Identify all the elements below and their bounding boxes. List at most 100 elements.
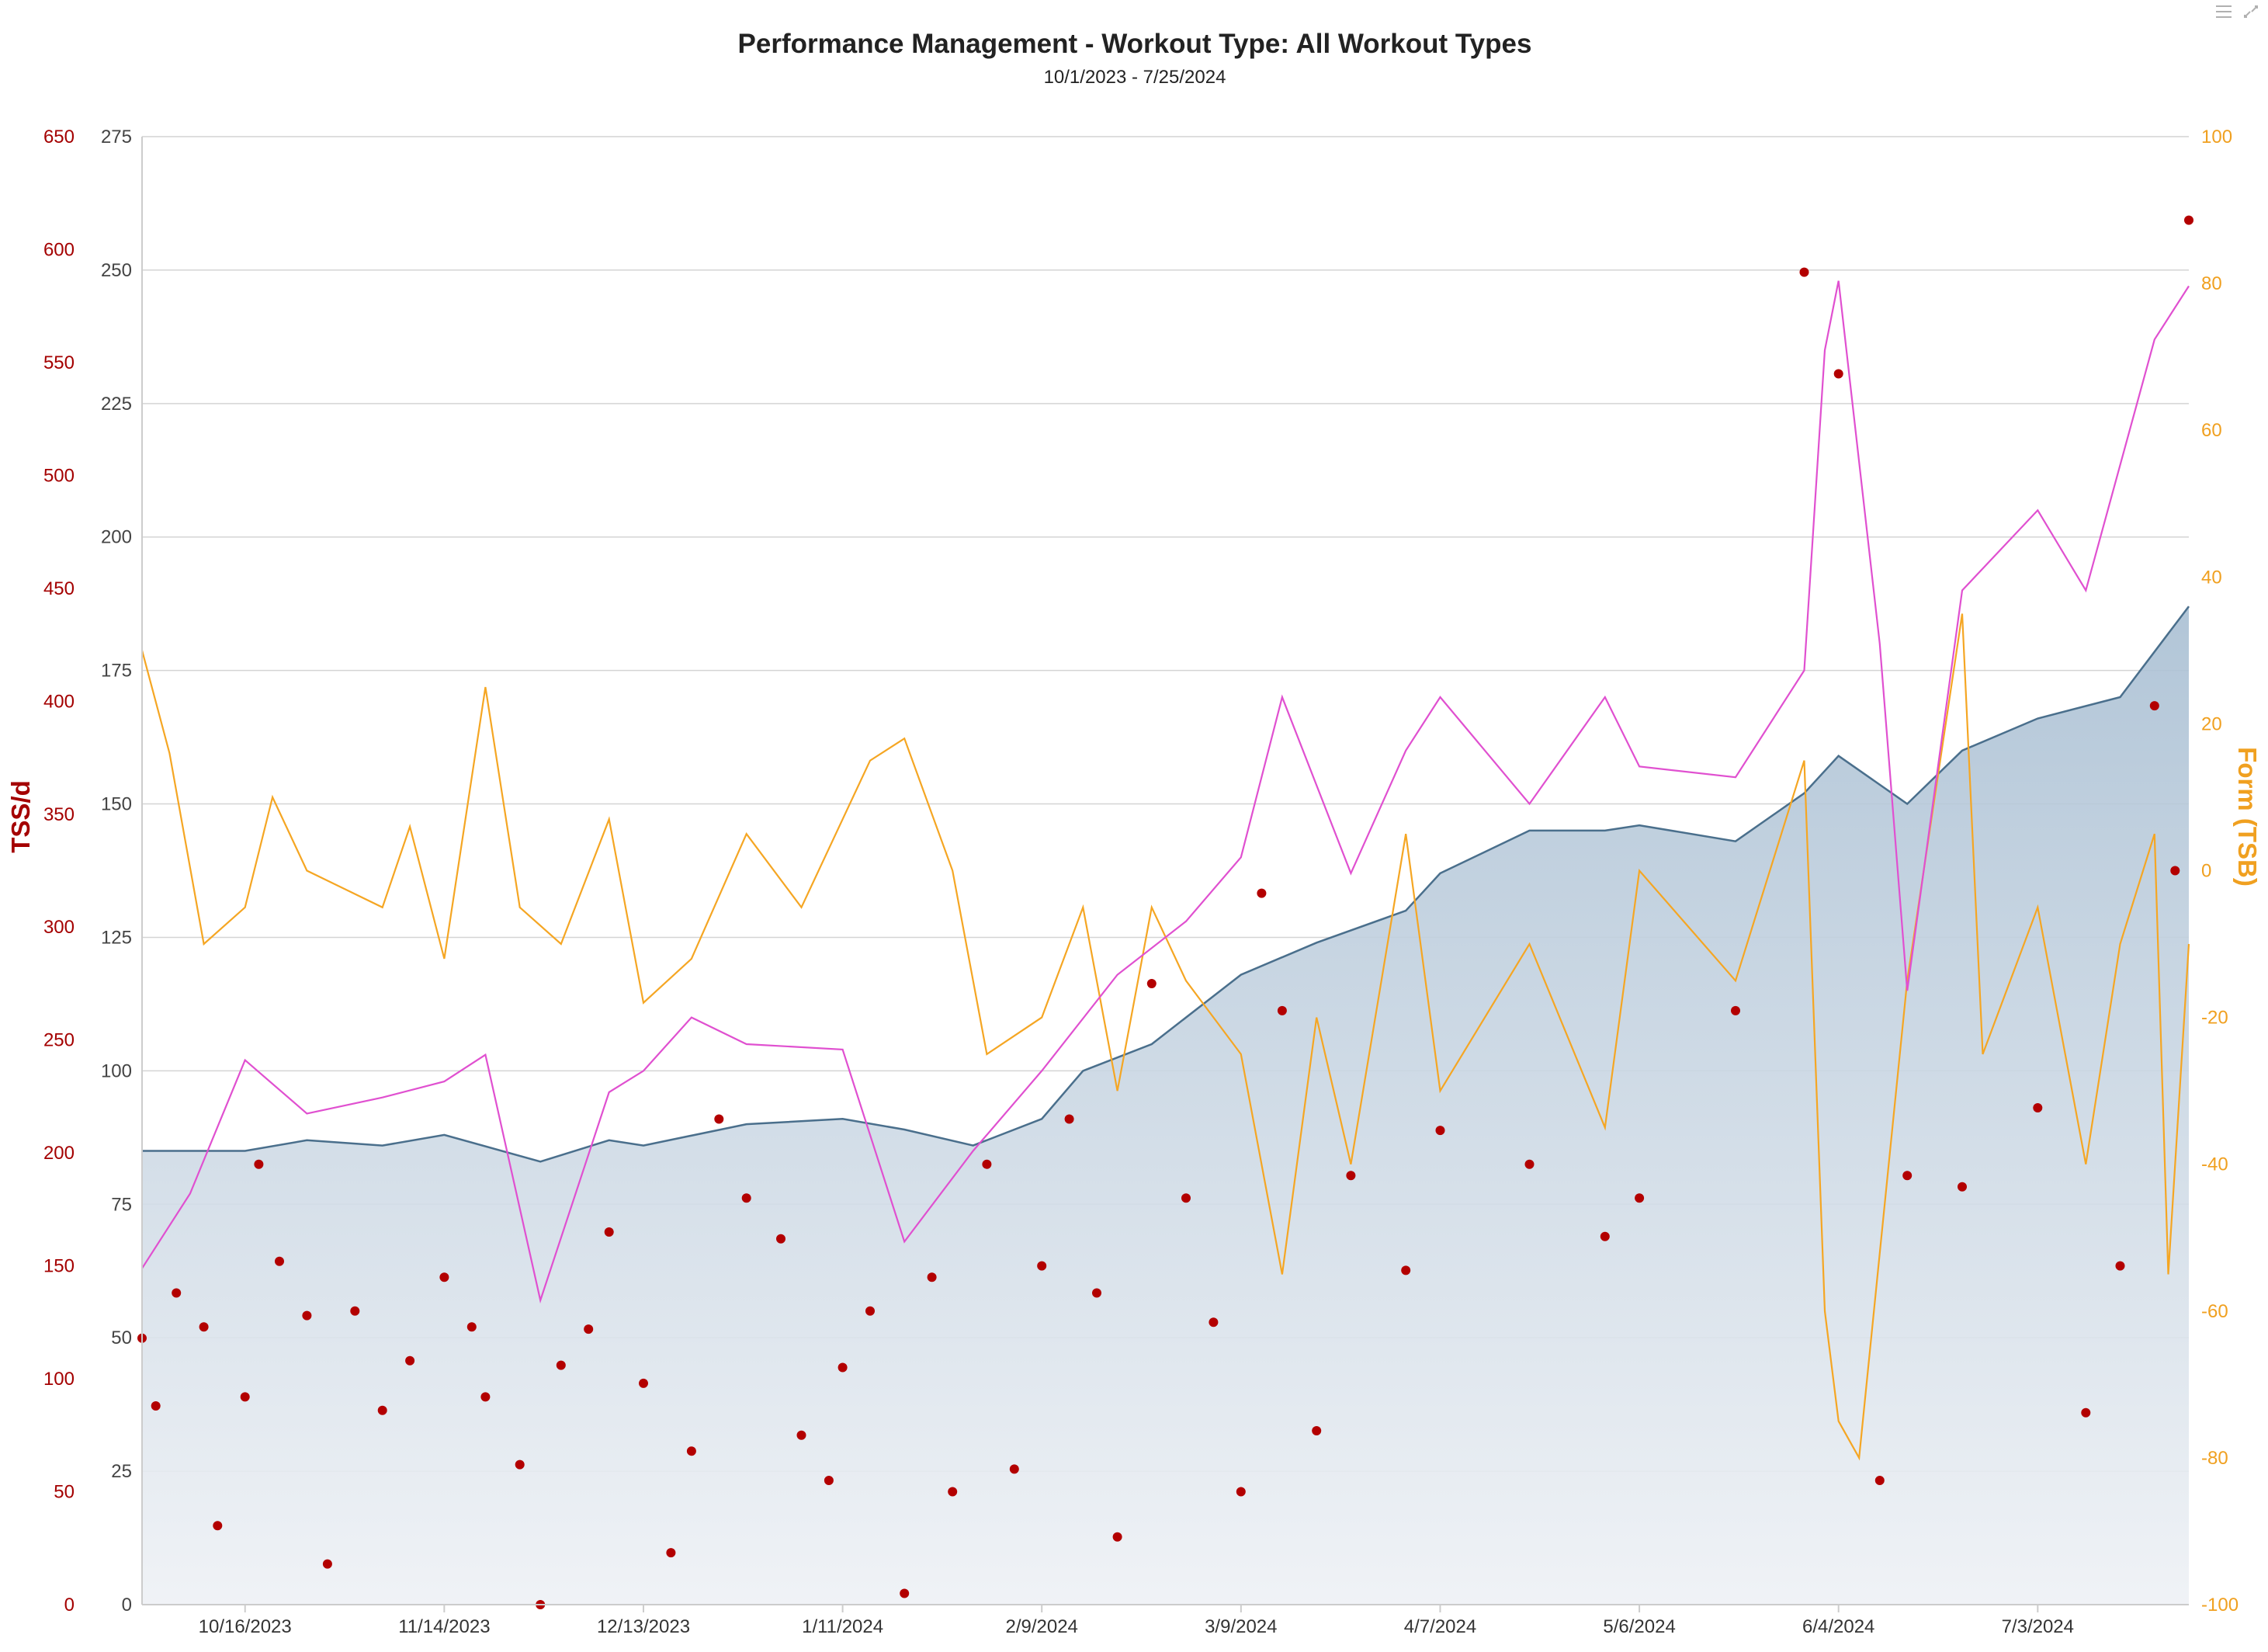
x-tick-label: 5/6/2024 <box>1603 1616 1675 1637</box>
tss-point <box>2184 215 2193 225</box>
tss-point <box>1112 1532 1122 1542</box>
tss-axis-title: TSS/d <box>6 780 35 853</box>
axis-ticks: 0501001502002503003504004505005506006500… <box>43 127 2239 1637</box>
tss-point <box>1600 1231 1610 1241</box>
tss-point <box>2115 1261 2125 1271</box>
tss-point <box>1958 1182 1967 1192</box>
form-tick-label: 60 <box>2201 420 2222 441</box>
fitness-tick-label: 200 <box>101 527 132 548</box>
tss-point <box>824 1476 834 1485</box>
fitness-tick-label: 125 <box>101 928 132 949</box>
fullscreen-icon[interactable] <box>2242 3 2262 20</box>
tss-point <box>322 1559 332 1569</box>
x-tick-label: 6/4/2024 <box>1802 1616 1874 1637</box>
tss-point <box>776 1234 785 1244</box>
tss-point <box>741 1193 751 1203</box>
tss-point <box>1833 369 1843 379</box>
tss-point <box>1092 1288 1101 1298</box>
tss-point <box>1874 1476 1885 1485</box>
tss-point <box>2170 866 2180 876</box>
fitness-tick-label: 250 <box>101 260 132 281</box>
tss-point <box>1635 1193 1645 1203</box>
tss-point <box>604 1227 614 1237</box>
fitness-tick-label: 275 <box>101 127 132 148</box>
fitness-area <box>142 606 2189 1605</box>
tss-tick-label: 150 <box>43 1256 75 1277</box>
fitness-tick-label: 175 <box>101 661 132 682</box>
hamburger-menu-icon[interactable] <box>2214 3 2235 20</box>
tss-point <box>151 1401 161 1411</box>
tss-point <box>515 1459 525 1470</box>
tss-point <box>865 1306 875 1316</box>
fitness-tick-label: 50 <box>111 1328 132 1348</box>
tss-point <box>480 1392 491 1402</box>
tss-tick-label: 500 <box>43 465 75 486</box>
chart-subtitle: 10/1/2023 - 7/25/2024 <box>1044 67 1226 88</box>
tss-point <box>1009 1464 1019 1474</box>
tss-point <box>172 1288 182 1298</box>
tss-point <box>900 1588 910 1598</box>
tss-point <box>1799 267 1809 277</box>
tss-point <box>377 1405 387 1415</box>
tss-point <box>796 1430 806 1440</box>
x-tick-label: 2/9/2024 <box>1005 1616 1077 1637</box>
tss-tick-label: 0 <box>64 1595 75 1616</box>
tss-point <box>1236 1487 1246 1497</box>
tss-point <box>1731 1005 1740 1015</box>
tss-point <box>466 1322 477 1332</box>
fitness-tick-label: 75 <box>111 1194 132 1215</box>
tss-point <box>714 1114 724 1124</box>
fatigue-line <box>141 280 2190 1304</box>
tss-tick-label: 550 <box>43 352 75 373</box>
tss-point <box>1312 1426 1322 1435</box>
form-line <box>140 613 2190 1461</box>
tss-tick-label: 50 <box>54 1482 75 1503</box>
tss-point <box>254 1159 264 1169</box>
tss-tick-label: 400 <box>43 691 75 712</box>
x-tick-label: 4/7/2024 <box>1404 1616 1476 1637</box>
tss-point <box>686 1446 696 1456</box>
tss-point <box>1209 1317 1219 1328</box>
form-tick-label: -60 <box>2201 1301 2228 1322</box>
tss-point <box>1524 1159 1535 1169</box>
tss-tick-label: 350 <box>43 804 75 825</box>
tss-point <box>439 1272 449 1282</box>
form-tick-label: -100 <box>2201 1595 2239 1616</box>
tss-point <box>213 1521 223 1531</box>
tss-point <box>405 1355 415 1366</box>
x-tick-label: 7/3/2024 <box>2002 1616 2074 1637</box>
tss-point <box>1146 979 1157 988</box>
tss-tick-label: 600 <box>43 240 75 261</box>
tss-scatter <box>137 215 2193 1609</box>
tss-point <box>982 1159 992 1169</box>
tss-point <box>302 1310 312 1321</box>
form-tick-label: 20 <box>2201 713 2222 734</box>
tss-point <box>350 1306 360 1316</box>
tss-point <box>199 1322 209 1332</box>
tss-point <box>1257 888 1267 898</box>
tss-tick-label: 650 <box>43 127 75 148</box>
tss-tick-label: 200 <box>43 1143 75 1164</box>
tss-point <box>1346 1171 1356 1181</box>
tss-point <box>1401 1265 1411 1275</box>
fitness-tick-label: 225 <box>101 394 132 415</box>
form-axis-title: Form (TSB) <box>2233 747 2262 887</box>
tss-point <box>1902 1171 1913 1181</box>
fitness-tick-label: 25 <box>111 1461 132 1482</box>
fitness-tick-label: 0 <box>122 1595 132 1616</box>
tss-point <box>666 1548 676 1558</box>
tss-point <box>2149 701 2159 711</box>
tss-point <box>240 1392 250 1402</box>
fitness-tick-label: 150 <box>101 794 132 815</box>
form-tick-label: 40 <box>2201 567 2222 588</box>
tss-point <box>1037 1261 1047 1271</box>
x-tick-label: 3/9/2024 <box>1205 1616 1277 1637</box>
form-tick-label: 80 <box>2201 273 2222 294</box>
x-tick-label: 1/11/2024 <box>802 1616 883 1637</box>
form-tick-label: 0 <box>2201 861 2211 882</box>
tss-tick-label: 450 <box>43 578 75 599</box>
tss-point <box>927 1272 937 1282</box>
form-tick-label: -40 <box>2201 1154 2228 1175</box>
